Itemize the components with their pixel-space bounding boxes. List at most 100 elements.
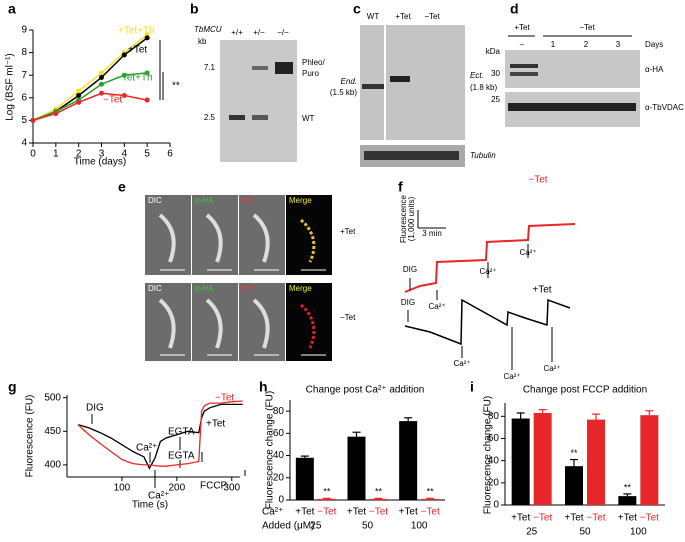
group-label: −Tet xyxy=(579,23,595,32)
y-tick-label: 6 xyxy=(21,92,27,103)
band-label: End. xyxy=(341,77,357,86)
band xyxy=(362,84,384,89)
cell xyxy=(158,298,270,349)
series-label: −Tet xyxy=(103,95,122,106)
annotation: Ca²⁺ xyxy=(148,491,169,502)
band-label: (1.8 kb) xyxy=(470,83,497,92)
band-label: Ect. xyxy=(470,71,484,80)
point xyxy=(144,97,150,103)
y-tick-label: 7 xyxy=(21,70,27,81)
series-label: +Tet xyxy=(399,507,418,518)
y-axis-label: Fluorescence (FU) xyxy=(25,395,36,478)
y-tick-label: 20 xyxy=(488,477,500,488)
point xyxy=(99,74,104,80)
panel-label: b xyxy=(190,1,199,17)
image xyxy=(145,195,191,275)
bar xyxy=(640,415,659,505)
y-tick-label: 8 xyxy=(21,47,27,58)
panel-label: a xyxy=(8,1,16,17)
lane-label: +/+ xyxy=(231,28,243,37)
x-tick-label: 5 xyxy=(144,149,150,160)
y-tick-label: 0 xyxy=(493,500,499,511)
y-tick-label: 450 xyxy=(44,426,61,437)
y-axis-label: Fluorescence change (FU) xyxy=(265,391,276,509)
trace-label: +Tet xyxy=(532,285,551,296)
panel-label: e xyxy=(118,179,126,195)
bar xyxy=(295,457,314,500)
series-label: +Tet xyxy=(347,507,366,518)
annotation: ** xyxy=(172,81,180,92)
chart-title: Change post FCCP addition xyxy=(523,385,647,396)
annotation: EGTA xyxy=(168,427,195,438)
event-label: Ca²⁺ xyxy=(519,248,536,257)
channel-label: DIC xyxy=(148,196,162,205)
point xyxy=(99,90,104,96)
annotation: DIG xyxy=(86,403,104,414)
series-line xyxy=(32,72,148,122)
series-line xyxy=(77,400,243,467)
annotation: EGTA xyxy=(168,451,195,462)
series-label: +Tet xyxy=(128,45,147,56)
cell xyxy=(158,213,270,263)
band xyxy=(252,115,268,120)
image xyxy=(239,195,285,275)
condition-label: +Tet xyxy=(340,227,356,236)
y-axis-label: Log (BSF ml⁻¹) xyxy=(5,53,16,121)
band xyxy=(229,115,245,120)
size-label: 7.1 xyxy=(204,63,216,72)
point xyxy=(99,70,104,76)
event-label: DIG xyxy=(401,298,415,307)
event-label: Ca²⁺ xyxy=(428,302,445,311)
bar xyxy=(565,466,583,505)
x-tick-label: 100 xyxy=(411,521,428,532)
band xyxy=(510,72,538,76)
point xyxy=(121,72,127,78)
significance: ** xyxy=(375,487,383,497)
probe-label: α-HA xyxy=(645,65,664,74)
point xyxy=(76,88,82,94)
x-tick-label: 100 xyxy=(630,527,647,538)
significance: ** xyxy=(323,487,331,497)
band xyxy=(390,76,410,82)
lane-label: +/− xyxy=(253,28,265,37)
series-label: −Tet+Th xyxy=(116,73,153,84)
event-label: Ca²⁺ xyxy=(479,267,496,276)
arrows xyxy=(407,244,553,370)
y-tick-label: 40 xyxy=(488,455,500,466)
y-tick-label: 5 xyxy=(21,115,27,126)
series-label: +Tet+Th xyxy=(118,26,155,37)
panel-label: f xyxy=(398,179,403,195)
channel-label: DIC xyxy=(148,284,162,293)
y-tick-label: 20 xyxy=(273,472,285,483)
blot-d xyxy=(505,50,640,88)
panel-label: i xyxy=(470,379,474,395)
blot-c xyxy=(360,25,465,140)
bar xyxy=(317,498,336,500)
lane-label: – xyxy=(520,40,525,49)
x-tick-label: 100 xyxy=(114,483,131,494)
size-label: 30 xyxy=(491,69,500,78)
bar xyxy=(533,412,552,505)
cell-merge xyxy=(299,303,316,349)
event-label: DIG xyxy=(403,265,417,274)
bar xyxy=(511,418,530,505)
lane-label: 1 xyxy=(551,40,556,49)
micrographs xyxy=(145,195,332,361)
y-tick-label: 80 xyxy=(273,406,285,417)
channel-label: MT xyxy=(242,284,254,293)
x-axis-label: Ca²⁺ xyxy=(262,507,283,518)
x-tick-label: 50 xyxy=(362,521,374,532)
image xyxy=(286,283,332,361)
scale-label: Fluorescence xyxy=(399,194,408,243)
y-tick-label: 60 xyxy=(273,428,285,439)
point xyxy=(144,70,150,76)
y-tick-label: 0 xyxy=(278,495,284,506)
y-tick-label: 500 xyxy=(44,392,61,403)
cell-merge xyxy=(299,218,316,263)
x-axis-label: Time (s) xyxy=(132,500,168,511)
event-label: Ca²⁺ xyxy=(503,372,520,381)
x-axis-label: Time (days) xyxy=(74,157,126,168)
group-label: +Tet xyxy=(514,23,530,32)
band-label: (1.5 kb) xyxy=(330,88,357,97)
